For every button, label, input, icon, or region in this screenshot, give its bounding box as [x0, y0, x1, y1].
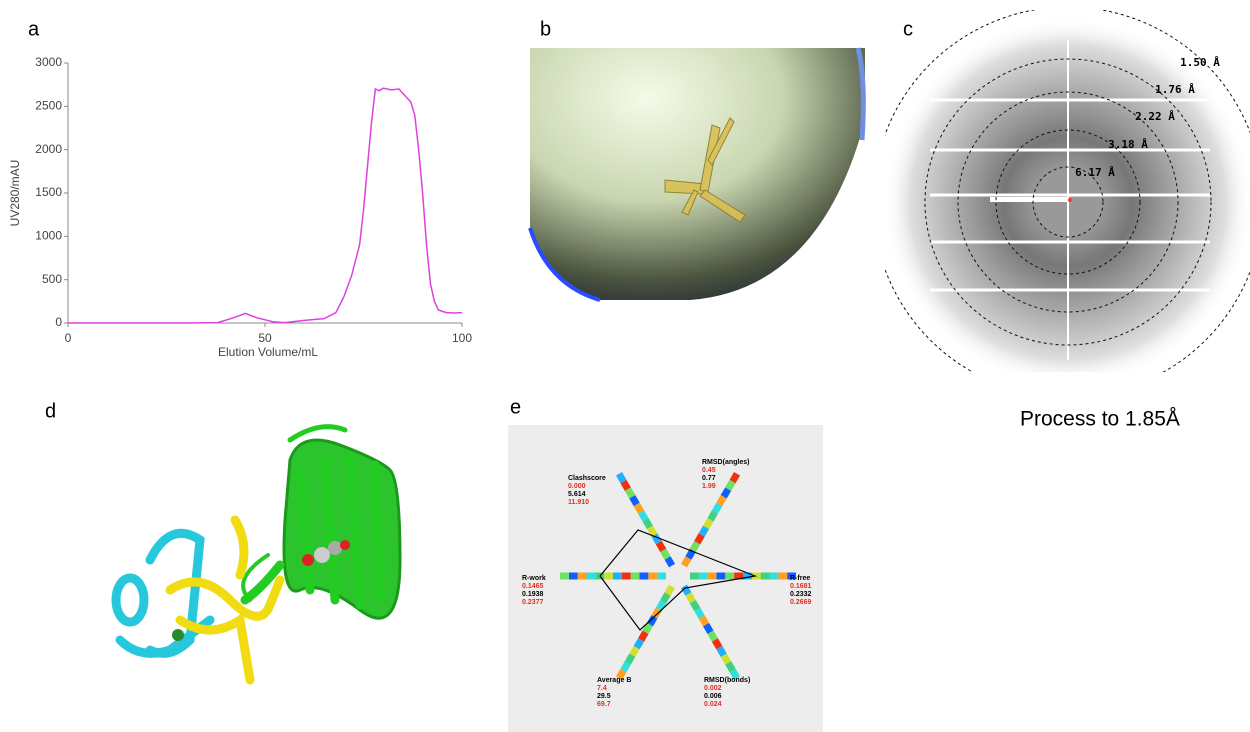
spoke-segment	[715, 640, 719, 648]
panel-letter: b	[540, 18, 551, 40]
spoke-segment	[711, 512, 715, 520]
y-tick-label: 0	[55, 315, 62, 329]
metric-name: RMSD(angles)	[702, 459, 749, 466]
y-tick-label: 1000	[35, 229, 62, 243]
panel-letter: c	[903, 18, 913, 40]
spoke-segment	[637, 640, 641, 648]
y-tick-label: 1500	[35, 185, 62, 199]
figure: a b c d e 0 500 1000 1500 2000 2500 3000 0 50 100…	[0, 0, 1250, 732]
spoke-segment	[623, 481, 627, 489]
spoke-segment	[733, 474, 737, 482]
spoke-segment	[659, 543, 663, 551]
metric-value: 0.006	[704, 693, 722, 700]
metric-value: 0.002	[704, 685, 722, 692]
spoke-segment	[715, 504, 719, 512]
x-tick-label: 50	[258, 331, 272, 345]
protein-structure	[116, 427, 400, 680]
panel-letter: e	[510, 396, 521, 418]
spoke-segment	[684, 558, 688, 566]
metric-name: RMSD(bonds)	[704, 677, 750, 684]
spoke-segment	[632, 497, 636, 505]
metric-name: Average B	[597, 677, 631, 684]
spoke-segment	[628, 655, 632, 663]
spoke-segment	[706, 625, 710, 633]
spoke-segment	[668, 586, 672, 594]
ring-label: 1.76 Å	[1155, 83, 1195, 96]
y-tick-label: 3000	[35, 55, 62, 69]
spoke-segment	[724, 655, 728, 663]
spoke-segment	[619, 474, 623, 482]
spoke-segment	[650, 527, 654, 535]
metric-value: 1.99	[702, 483, 716, 490]
y-tick-label: 2500	[35, 99, 62, 113]
panel-letter: a	[28, 18, 40, 40]
metric-value: 29.5	[597, 693, 611, 700]
metric-name: R-work	[522, 575, 546, 582]
metric-value: 0.2377	[522, 599, 544, 606]
x-tick-label: 0	[65, 331, 72, 345]
spoke-segment	[641, 632, 645, 640]
x-tick-label: 100	[452, 331, 472, 345]
annotation: Process to 1.85Å	[1020, 408, 1180, 431]
metric-value: 0.77	[702, 475, 716, 482]
spoke-segment	[728, 481, 732, 489]
metric-name: R-free	[790, 575, 810, 582]
spoke-segment	[623, 663, 627, 671]
spoke-segment	[693, 602, 697, 610]
metric-value: 5.614	[568, 491, 586, 498]
spoke-segment	[641, 512, 645, 520]
ring-label: 3.18 Å	[1108, 138, 1148, 151]
spoke-segment	[646, 625, 650, 633]
metric-value: 69.7	[597, 701, 611, 708]
spoke-segment	[668, 558, 672, 566]
ring-label: 1.50 Å	[1180, 56, 1220, 69]
metric-value: 0.2332	[790, 591, 812, 598]
spoke-segment	[697, 609, 701, 617]
spoke-segment	[646, 520, 650, 528]
metric-value: 0.1465	[522, 583, 544, 590]
spoke-segment	[697, 535, 701, 543]
y-tick-label: 500	[42, 272, 62, 286]
spoke-segment	[637, 504, 641, 512]
ring-label: 2.22 Å	[1135, 110, 1175, 123]
metric-value: 0.2669	[790, 599, 812, 606]
metric-value: 11.910	[568, 499, 589, 506]
spoke-segment	[693, 543, 697, 551]
metric-value: 0.1938	[522, 591, 544, 598]
spoke-segment	[702, 617, 706, 625]
spoke-segment	[663, 594, 667, 602]
metric-value: 7.4	[597, 685, 607, 692]
y-axis-label: UV280/mAU	[8, 160, 22, 227]
metric-value: 0.45	[702, 467, 716, 474]
metric-value: 0.000	[568, 483, 586, 490]
spoke-segment	[724, 489, 728, 497]
spoke-segment	[719, 648, 723, 656]
x-axis-label: Elution Volume/mL	[218, 345, 318, 359]
y-tick-label: 2000	[35, 142, 62, 156]
spoke-segment	[702, 527, 706, 535]
ring-label: 6.17 Å	[1075, 166, 1115, 179]
spoke-segment	[688, 594, 692, 602]
spoke-segment	[663, 550, 667, 558]
spoke-segment	[728, 663, 732, 671]
metric-value: 0.024	[704, 701, 722, 708]
metric-name: Clashscore	[568, 475, 606, 482]
spoke-segment	[719, 497, 723, 505]
spoke-segment	[628, 489, 632, 497]
spoke-segment	[632, 648, 636, 656]
spoke-segment	[711, 632, 715, 640]
line	[68, 88, 462, 323]
spoke-segment	[706, 520, 710, 528]
chromatogram: 0 500 1000 1500 2000 2500 3000 0 50 100	[35, 55, 472, 345]
metric-value: 0.1681	[790, 583, 812, 590]
panel-letter: d	[45, 400, 56, 422]
crystal-image	[530, 48, 865, 300]
